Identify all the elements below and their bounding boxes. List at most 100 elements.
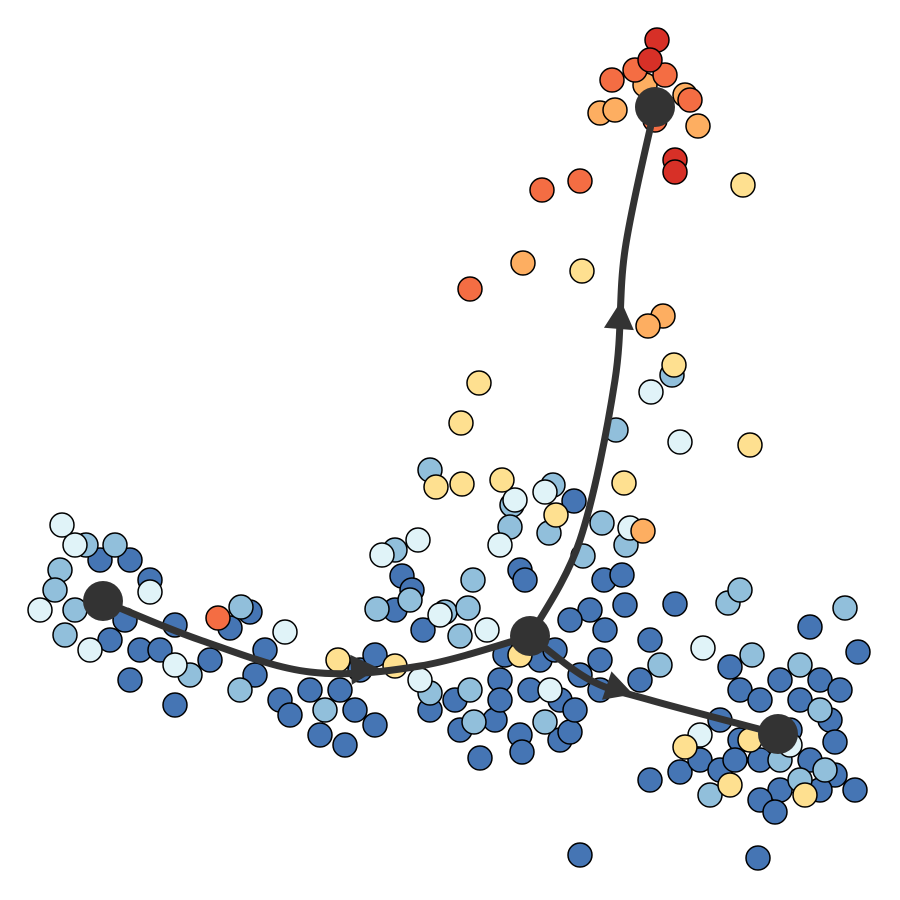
point — [727, 577, 753, 603]
point — [457, 677, 483, 703]
point — [448, 410, 474, 436]
point — [466, 370, 492, 396]
point — [787, 687, 813, 713]
point — [677, 87, 703, 113]
point — [797, 614, 823, 640]
point — [529, 177, 555, 203]
point — [609, 562, 635, 588]
point — [592, 617, 618, 643]
point — [662, 159, 688, 185]
point — [117, 667, 143, 693]
point — [561, 488, 587, 514]
point — [717, 772, 743, 798]
point — [487, 687, 513, 713]
point — [455, 595, 481, 621]
point — [599, 67, 625, 93]
point — [397, 587, 423, 613]
point — [662, 591, 688, 617]
point — [647, 652, 673, 678]
point — [739, 642, 765, 668]
point — [405, 527, 431, 553]
point — [767, 667, 793, 693]
point — [787, 652, 813, 678]
point — [792, 782, 818, 808]
point — [197, 647, 223, 673]
point — [672, 734, 698, 760]
point — [532, 709, 558, 735]
trajectory-node — [758, 714, 798, 754]
point — [62, 532, 88, 558]
point — [537, 677, 563, 703]
point — [532, 479, 558, 505]
point — [812, 757, 838, 783]
point — [27, 597, 53, 623]
point — [807, 667, 833, 693]
point — [637, 627, 663, 653]
point — [407, 667, 433, 693]
point — [807, 697, 833, 723]
point — [727, 677, 753, 703]
point — [845, 639, 871, 665]
point — [562, 697, 588, 723]
point — [832, 595, 858, 621]
point — [512, 567, 538, 593]
trajectory-arrow — [350, 654, 379, 685]
point — [474, 617, 500, 643]
point — [697, 782, 723, 808]
point — [827, 677, 853, 703]
point — [762, 799, 788, 825]
point — [423, 474, 449, 500]
point — [205, 605, 231, 631]
point — [822, 729, 848, 755]
point — [730, 172, 756, 198]
point — [457, 276, 483, 302]
point — [97, 627, 123, 653]
point — [587, 647, 613, 673]
point — [342, 697, 368, 723]
point — [557, 607, 583, 633]
point — [162, 652, 188, 678]
point — [567, 842, 593, 868]
point — [228, 594, 254, 620]
point — [362, 712, 388, 738]
point — [737, 432, 763, 458]
point — [467, 745, 493, 771]
point — [577, 597, 603, 623]
point — [690, 635, 716, 661]
point — [722, 747, 748, 773]
point — [489, 467, 515, 493]
point — [667, 759, 693, 785]
point — [569, 258, 595, 284]
point — [449, 471, 475, 497]
point — [42, 577, 68, 603]
point — [77, 637, 103, 663]
point — [667, 429, 693, 455]
point — [427, 602, 453, 628]
point — [410, 617, 436, 643]
point — [637, 47, 663, 73]
point — [602, 97, 628, 123]
point — [49, 512, 75, 538]
point — [332, 732, 358, 758]
point — [312, 697, 338, 723]
point — [638, 379, 664, 405]
point — [272, 619, 298, 645]
point — [842, 777, 868, 803]
trajectory-arrow — [603, 301, 634, 331]
point — [745, 845, 771, 871]
point — [747, 687, 773, 713]
point — [509, 739, 535, 765]
point — [227, 677, 253, 703]
trajectory-node — [510, 616, 550, 656]
trajectory-edge — [526, 103, 659, 640]
point — [307, 722, 333, 748]
point — [637, 767, 663, 793]
point — [277, 702, 303, 728]
point — [327, 677, 353, 703]
point — [137, 579, 163, 605]
point — [543, 502, 569, 528]
trajectory-node — [83, 581, 123, 621]
point — [369, 542, 395, 568]
point — [630, 518, 656, 544]
